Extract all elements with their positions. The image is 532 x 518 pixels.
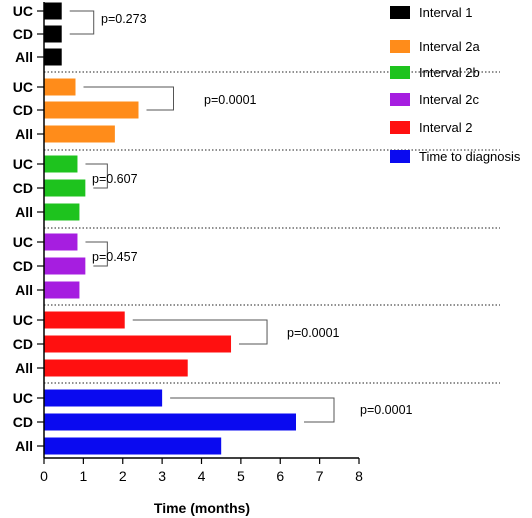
y-tick-label: UC	[13, 234, 33, 250]
legend-label: Interval 2a	[419, 39, 480, 54]
x-tick-label: 5	[237, 468, 245, 484]
bar	[44, 437, 222, 455]
bar	[44, 257, 86, 275]
x-tick-label: 4	[198, 468, 206, 484]
p-value-label: p=0.0001	[287, 326, 340, 340]
significance-bracket	[170, 397, 335, 423]
bar	[44, 48, 62, 66]
significance-bracket	[69, 10, 95, 35]
y-tick-label: All	[15, 282, 33, 298]
significance-bracket	[85, 163, 108, 189]
p-value-label: p=0.0001	[204, 93, 257, 107]
bar	[44, 2, 62, 20]
y-tick-label: CD	[13, 414, 33, 430]
bar	[44, 78, 76, 96]
x-tick-label: 6	[276, 468, 284, 484]
x-axis-title: Time (months)	[154, 500, 250, 516]
p-value-label: p=0.0001	[360, 403, 413, 417]
legend: Interval 1 Interval 2a Interval 2b Interval…	[390, 5, 521, 164]
legend-swatch	[390, 121, 410, 134]
significance-bracket	[85, 241, 108, 267]
bar	[44, 359, 188, 377]
plot-area: UC CD All p=0.273 UC CD All p=0.0001 UC CD All p=0.…	[13, 2, 500, 484]
x-tick-label: 1	[79, 468, 87, 484]
legend-label: Time to diagnosis	[419, 149, 521, 164]
y-tick-label: CD	[13, 336, 33, 352]
y-tick-label: CD	[13, 180, 33, 196]
significance-bracket	[83, 86, 174, 111]
x-tick-label: 0	[40, 468, 48, 484]
x-tick-label: 3	[158, 468, 166, 484]
significance-bracket	[132, 319, 268, 345]
bar	[44, 155, 78, 173]
p-value-label: p=0.457	[92, 250, 138, 264]
y-tick-label: UC	[13, 156, 33, 172]
y-tick-label: All	[15, 360, 33, 376]
legend-swatch	[390, 150, 410, 163]
bar	[44, 179, 86, 197]
y-tick-label: UC	[13, 79, 33, 95]
y-tick-label: CD	[13, 102, 33, 118]
x-tick-label: 2	[119, 468, 127, 484]
y-tick-label: CD	[13, 258, 33, 274]
bar	[44, 335, 232, 353]
y-tick-label: CD	[13, 26, 33, 42]
bar	[44, 413, 296, 431]
bar	[44, 25, 62, 43]
y-tick-label: All	[15, 204, 33, 220]
y-tick-label: All	[15, 49, 33, 65]
bar	[44, 389, 163, 407]
legend-label: Interval 1	[419, 5, 472, 20]
legend-swatch	[390, 6, 410, 19]
p-value-label: p=0.607	[92, 172, 138, 186]
legend-swatch	[390, 93, 410, 106]
x-tick-label: 7	[316, 468, 324, 484]
legend-label: Interval 2c	[419, 92, 479, 107]
p-value-label: p=0.273	[101, 12, 147, 26]
y-tick-label: All	[15, 438, 33, 454]
legend-label: Interval 2	[419, 120, 472, 135]
bar	[44, 203, 80, 221]
legend-swatch	[390, 66, 410, 79]
y-tick-label: UC	[13, 312, 33, 328]
bar	[44, 311, 125, 329]
y-tick-label: UC	[13, 3, 33, 19]
bar	[44, 125, 115, 143]
legend-swatch	[390, 40, 410, 53]
bar	[44, 281, 80, 299]
y-tick-label: UC	[13, 390, 33, 406]
x-tick-label: 8	[355, 468, 363, 484]
legend-label: Interval 2b	[419, 65, 480, 80]
bar	[44, 233, 78, 251]
bar	[44, 101, 139, 119]
y-tick-label: All	[15, 126, 33, 142]
